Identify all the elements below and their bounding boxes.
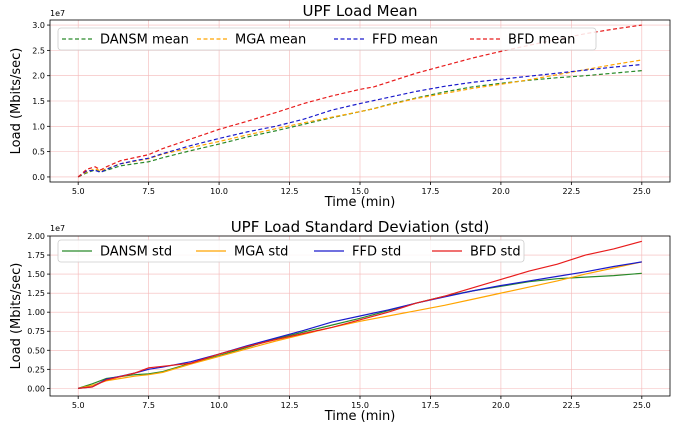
series-line-ffd (78, 261, 642, 389)
series-line-dansm (77, 272, 642, 389)
legend-label: DANSM mean (100, 33, 189, 48)
legend-label: MGA std (234, 245, 288, 260)
y-axis-label: Load (Mbits/sec) (9, 48, 24, 155)
x-tick-label: 22.5 (562, 401, 580, 410)
x-tick-label: 20.0 (492, 401, 510, 410)
x-axis-label: Time (min) (324, 195, 396, 210)
legend-label: BFD std (470, 245, 521, 260)
x-tick-label: 5.0 (72, 401, 85, 410)
y-axis-label: Load (Mbits/sec) (9, 263, 24, 370)
legend-label: FFD mean (372, 33, 438, 48)
y-tick-label: 0.5 (32, 148, 45, 157)
offset-label: 1e7 (50, 9, 65, 18)
x-tick-label: 10.0 (210, 401, 228, 410)
chart-panel-1: 5.0 7.5 10.0 12.5 15.0 17.5 20.0 22.5 25.0 0.0 0.5… (9, 2, 671, 210)
y-tick-label: 0.0 (32, 173, 45, 182)
x-tick-label: 7.5 (142, 187, 155, 196)
y-tick-label: 2.5 (32, 46, 45, 55)
x-tick-label: 22.5 (562, 187, 580, 196)
legend: DANSM std MGA std FFD std BFD std (57, 239, 525, 263)
y-tick-label: 2.0 (32, 72, 45, 81)
series-line-bfd (78, 240, 642, 389)
x-tick-label: 7.5 (142, 401, 155, 410)
legend-box (57, 27, 597, 51)
series-line-dansm (77, 70, 642, 178)
chart-title: UPF Load Standard Deviation (std) (231, 218, 490, 236)
y-tick-label: 0.00 (27, 384, 45, 393)
x-axis-label: Time (min) (324, 409, 396, 424)
chart-title: UPF Load Mean (302, 2, 417, 20)
y-tick-label: 1.00 (27, 308, 45, 317)
y-tick-label: 1.75 (27, 251, 45, 260)
x-tick-label: 12.5 (281, 401, 299, 410)
chart-panel-2: 5.0 7.5 10.0 12.5 15.0 17.5 20.0 22.5 25.0 0.00 0.… (9, 218, 671, 424)
y-tick-label: 0.75 (27, 327, 45, 336)
x-tick-label: 12.5 (281, 187, 299, 196)
y-tick-label: 2.00 (27, 232, 45, 241)
x-tick-label: 5.0 (72, 187, 85, 196)
legend-label: BFD mean (508, 33, 575, 48)
y-tick-label: 1.0 (32, 122, 45, 131)
x-tick-label: 15.0 (351, 187, 369, 196)
y-tick-label: 0.25 (27, 365, 45, 374)
x-tick-label: 20.0 (492, 187, 510, 196)
series-line-ffd (77, 63, 642, 178)
x-tick-label: 25.0 (633, 187, 651, 196)
x-tick-label: 17.5 (422, 401, 440, 410)
legend-label: MGA mean (235, 33, 306, 48)
x-tick-label: 25.0 (633, 401, 651, 410)
x-tick-label: 17.5 (422, 187, 440, 196)
x-tick-label: 15.0 (351, 401, 369, 410)
legend: DANSM mean MGA mean FFD mean BFD mean (57, 27, 597, 51)
y-tick-label: 3.0 (32, 21, 45, 30)
x-tick-label: 10.0 (210, 187, 228, 196)
legend-label: DANSM std (100, 245, 172, 260)
y-tick-label: 1.50 (27, 270, 45, 279)
y-tick-label: 0.50 (27, 346, 45, 355)
legend-label: FFD std (352, 245, 401, 260)
offset-label: 1e7 (50, 224, 65, 233)
y-tick-label: 1.25 (27, 289, 45, 298)
legend-box (57, 239, 525, 263)
y-tick-label: 1.5 (32, 97, 45, 106)
